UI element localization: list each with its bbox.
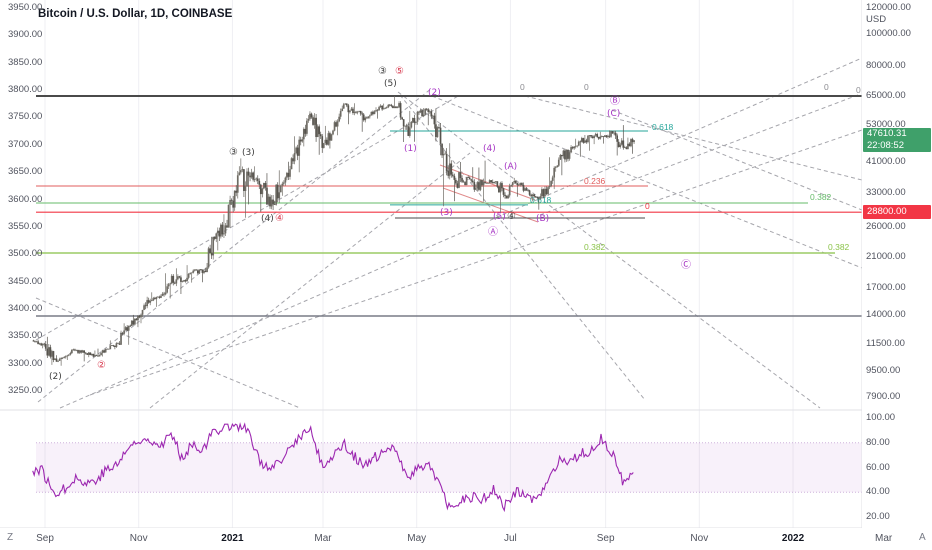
fib-levels-layer[interactable]: 0 0 0 0 0.618 0.236 0.618 0.382 0 0.382 0.382	[36, 82, 862, 317]
svg-text:(2): (2)	[428, 88, 441, 98]
svg-text:Ⓑ: Ⓑ	[610, 95, 620, 107]
left-axis-tick: 3800.00	[8, 84, 43, 96]
time-axis-label: 2022	[781, 533, 805, 544]
right-axis-tick: 53000.00	[866, 118, 906, 130]
symbol-title[interactable]: Bitcoin / U.S. Dollar, 1D, COINBASE	[38, 8, 233, 20]
corner-mark-left: Z	[7, 532, 14, 543]
left-axis-tick: 3600.00	[8, 193, 43, 205]
svg-text:⑤: ⑤	[395, 66, 404, 77]
last-price-badge: 47610.31 22:08:52	[863, 128, 931, 153]
time-axis-label: Mar	[314, 533, 332, 544]
svg-text:④: ④	[507, 211, 516, 222]
svg-text:(A): (A)	[504, 162, 517, 172]
level-price-value: 28800.00	[867, 206, 907, 218]
right-axis-currency: USD	[866, 14, 887, 26]
svg-text:Ⓒ: Ⓒ	[681, 259, 691, 271]
trendlines-layer[interactable]	[35, 57, 863, 409]
right-axis-tick: 21000.00	[866, 251, 906, 263]
svg-text:0: 0	[584, 82, 589, 92]
svg-text:0: 0	[856, 85, 861, 95]
svg-text:(C): (C)	[607, 109, 620, 119]
oscillator-axis-tick: 40.00	[866, 486, 890, 498]
right-axis-tick: 65000.00	[866, 89, 906, 101]
svg-text:0.236: 0.236	[584, 176, 606, 186]
right-price-axis[interactable]: 120000.00 USD 100000.00 80000.00 65000.00 530…	[862, 0, 932, 528]
time-axis-label: Sep	[596, 533, 615, 544]
svg-text:(4): (4)	[261, 214, 274, 224]
svg-text:(1): (1)	[404, 144, 417, 154]
svg-text:③: ③	[229, 147, 238, 158]
svg-text:②: ②	[97, 360, 106, 371]
wave-labels-layer[interactable]: ③ ⑤(5)(2)Ⓑ(C)(1)③ (3) (4)(A)(3) (5) ④ (B)Ⓐ(4) ④…	[49, 66, 691, 382]
oscillator-axis-tick: 100.00	[866, 412, 896, 423]
time-axis-label: 2021	[221, 533, 244, 544]
time-axis-label: Sep	[36, 533, 54, 544]
oscillator-axis-tick: 20.00	[866, 511, 890, 522]
left-axis-tick: 3450.00	[8, 275, 43, 287]
time-axis-label: Jul	[504, 533, 517, 544]
right-axis-tick: 80000.00	[866, 60, 906, 72]
left-price-axis[interactable]: 3950.00 3900.00 3850.00 3800.00 3750.00 3700.…	[0, 0, 42, 408]
right-axis-tick: 9500.00	[866, 364, 901, 376]
right-axis-tick: 7900.00	[866, 391, 901, 403]
left-axis-tick: 3700.00	[8, 138, 43, 150]
time-axis-label: Mar	[875, 533, 893, 544]
left-axis-tick: 3250.00	[8, 385, 43, 396]
svg-text:(2): (2)	[49, 372, 62, 382]
right-axis-tick: 14000.00	[866, 309, 906, 321]
svg-text:(5): (5)	[493, 212, 506, 222]
left-axis-tick: 3750.00	[8, 111, 43, 123]
left-axis-tick: 3300.00	[8, 357, 43, 369]
oscillator-axis-tick: 60.00	[866, 461, 890, 473]
time-axis-label: Nov	[129, 533, 148, 544]
svg-text:④: ④	[275, 213, 284, 224]
svg-text:0.618: 0.618	[530, 195, 552, 205]
oscillator-axis-tick: 80.00	[866, 436, 890, 448]
right-axis-tick: 11500.00	[866, 337, 905, 349]
right-axis-tick: 41000.00	[866, 155, 906, 167]
time-axis[interactable]: Sep Nov 2021 Mar May Jul Sep Nov 2022 Mar	[0, 528, 932, 550]
oscillator-layer	[32, 422, 862, 513]
svg-text:(4): (4)	[483, 144, 496, 154]
left-axis-tick: 3550.00	[8, 220, 43, 232]
svg-text:0: 0	[824, 82, 829, 92]
svg-text:0: 0	[520, 82, 525, 92]
svg-text:0.382: 0.382	[584, 242, 606, 252]
svg-text:0.382: 0.382	[828, 242, 850, 252]
left-axis-tick: 3850.00	[8, 56, 43, 68]
svg-text:0.382: 0.382	[810, 192, 832, 202]
svg-text:(5): (5)	[384, 79, 397, 89]
right-axis-tick: 17000.00	[866, 281, 906, 293]
last-price-value: 47610.31	[867, 128, 907, 140]
candles-layer	[32, 96, 635, 366]
left-axis-tick: 3950.00	[8, 2, 43, 13]
svg-text:0.618: 0.618	[652, 122, 674, 132]
left-axis-tick: 3500.00	[8, 248, 43, 260]
level-price-badge: 28800.00	[863, 205, 931, 220]
svg-text:0: 0	[645, 201, 650, 211]
gridlines-layer	[44, 0, 794, 528]
right-axis-tick: 100000.00	[866, 28, 911, 40]
corner-mark-right: A	[919, 532, 926, 543]
time-axis-label: Nov	[690, 533, 709, 544]
left-axis-tick: 3900.00	[8, 29, 43, 41]
svg-text:Ⓐ: Ⓐ	[488, 226, 498, 238]
right-axis-tick: 120000.00	[866, 2, 911, 14]
left-axis-tick: 3350.00	[8, 330, 43, 342]
left-axis-tick: 3650.00	[8, 166, 43, 178]
right-axis-tick: 33000.00	[866, 186, 906, 198]
svg-text:(B): (B)	[536, 214, 549, 224]
left-axis-tick: 3400.00	[8, 302, 43, 314]
right-axis-tick: 26000.00	[866, 220, 906, 232]
svg-text:(3): (3)	[242, 148, 255, 158]
candle-countdown: 22:08:52	[867, 140, 904, 152]
svg-text:③: ③	[378, 66, 387, 77]
svg-text:(3): (3)	[440, 208, 453, 218]
time-axis-label: May	[407, 533, 427, 544]
